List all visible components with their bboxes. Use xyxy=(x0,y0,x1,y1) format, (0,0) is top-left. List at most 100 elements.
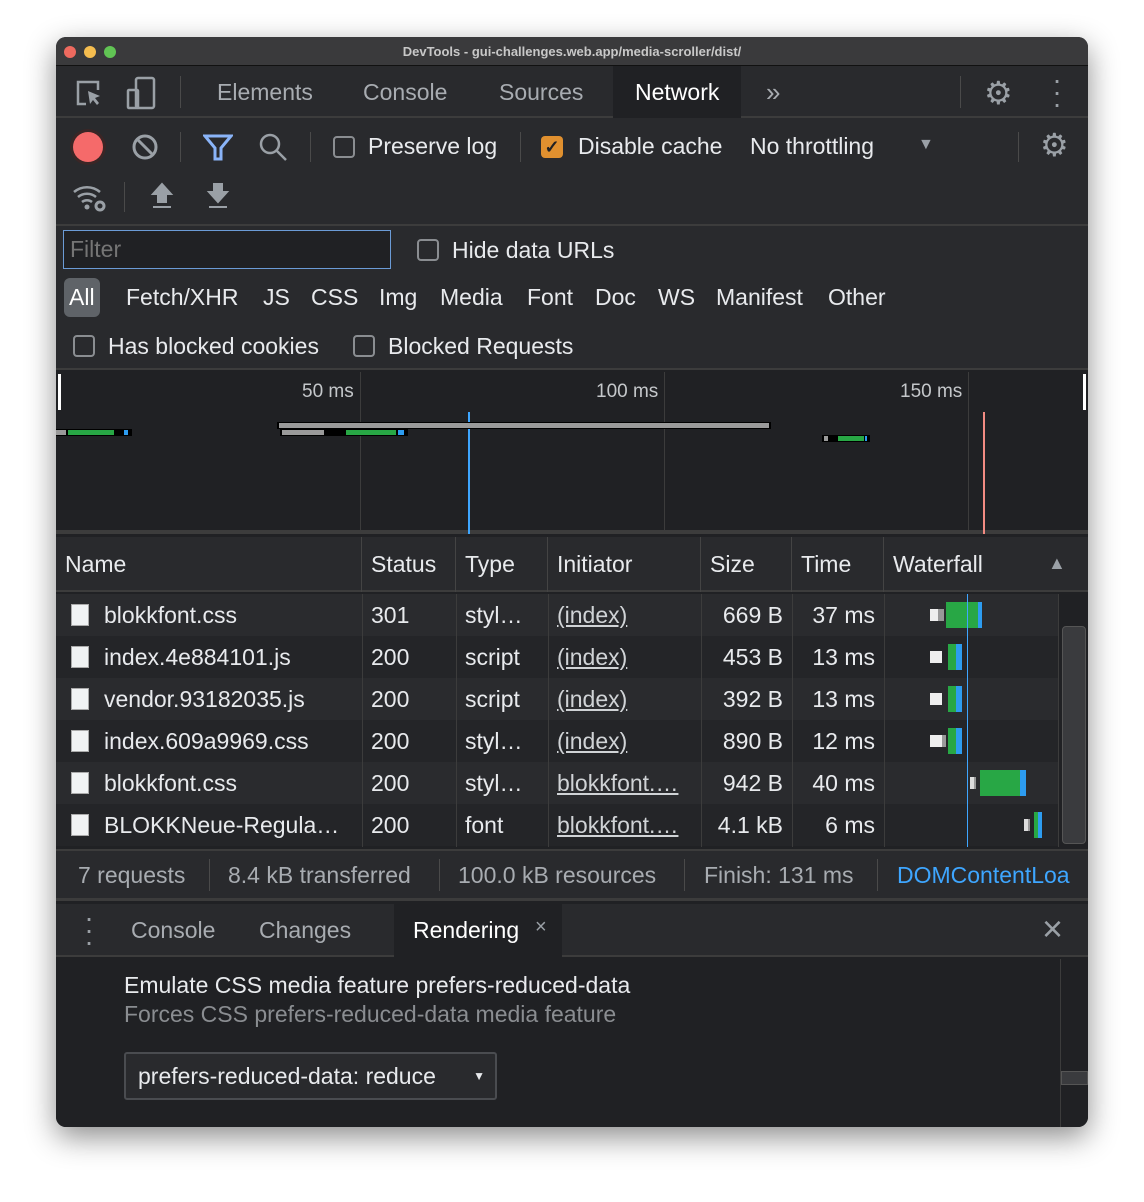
table-row[interactable]: index.4e884101.js 200 script (index) 453 B 13… xyxy=(56,636,1058,678)
summary-dom-content-loaded: DOMContentLoa xyxy=(897,862,1070,888)
settings-gear-icon[interactable]: ⚙ xyxy=(984,75,1013,111)
preserve-log-label: Preserve log xyxy=(368,133,498,159)
sort-ascending-icon[interactable]: ▲ xyxy=(1048,553,1066,573)
filter-type-js[interactable]: JS xyxy=(263,284,290,310)
cell-initiator[interactable]: (index) xyxy=(557,602,628,628)
waterfall-bar-segment xyxy=(930,735,942,747)
more-tabs-icon[interactable]: » xyxy=(766,77,781,107)
network-conditions-icon[interactable] xyxy=(72,182,108,212)
search-icon[interactable] xyxy=(258,132,288,162)
inspect-element-icon[interactable] xyxy=(74,78,104,108)
has-blocked-cookies-checkbox[interactable] xyxy=(73,335,95,357)
drawer-tab-rendering-label: Rendering xyxy=(413,917,520,943)
table-row[interactable]: vendor.93182035.js 200 script (index) 392 B 1… xyxy=(56,678,1058,720)
cell-name[interactable]: blokkfont.css xyxy=(104,770,237,796)
drawer-menu-icon[interactable]: · · · xyxy=(84,902,94,957)
waterfall-bar-segment xyxy=(930,651,942,663)
cell-initiator[interactable]: (index) xyxy=(557,644,628,670)
prefers-reduced-data-select[interactable]: prefers-reduced-data: reduce ▼ xyxy=(124,1052,497,1100)
network-settings-gear-icon[interactable]: ⚙ xyxy=(1040,127,1069,163)
scrollbar-thumb[interactable] xyxy=(1062,626,1086,844)
waterfall-bar-segment xyxy=(1034,812,1038,838)
cell-time: 40 ms xyxy=(812,770,875,796)
filter-icon[interactable] xyxy=(203,133,233,161)
filter-type-font[interactable]: Font xyxy=(527,284,574,310)
overview-left-handle[interactable] xyxy=(58,374,61,410)
table-row[interactable]: blokkfont.css 301 styl… (index) 669 B 37 ms xyxy=(56,594,1058,636)
filter-type-css[interactable]: CSS xyxy=(311,284,359,310)
waterfall-bar-segment xyxy=(970,777,974,789)
tab-network[interactable]: Network xyxy=(613,66,742,118)
preserve-log-checkbox[interactable] xyxy=(333,136,355,158)
cell-name[interactable]: index.609a9969.css xyxy=(104,728,309,754)
more-options-icon[interactable]: · · · xyxy=(1052,64,1062,119)
filter-type-fetch-xhr[interactable]: Fetch/XHR xyxy=(126,284,239,310)
scrollbar-track[interactable] xyxy=(1060,959,1061,1127)
filter-type-manifest[interactable]: Manifest xyxy=(716,284,803,310)
drawer-tab-console[interactable]: Console xyxy=(131,917,216,943)
cell-status: 200 xyxy=(371,770,410,796)
scrollbar-thumb[interactable] xyxy=(1061,1071,1088,1085)
tab-sources[interactable]: Sources xyxy=(499,79,584,105)
cell-status: 200 xyxy=(371,812,410,838)
cell-time: 37 ms xyxy=(812,602,875,628)
summary-resources: 100.0 kB resources xyxy=(458,862,657,888)
column-header-status[interactable]: Status xyxy=(362,537,456,592)
tab-elements[interactable]: Elements xyxy=(217,79,313,105)
filter-type-img[interactable]: Img xyxy=(379,284,418,310)
tab-console[interactable]: Console xyxy=(363,79,448,105)
throttling-dropdown-icon[interactable]: ▼ xyxy=(918,136,934,153)
table-row[interactable]: index.609a9969.css 200 styl… (index) 890 B 12… xyxy=(56,720,1058,762)
filter-type-doc[interactable]: Doc xyxy=(595,284,636,310)
import-har-icon[interactable] xyxy=(150,182,174,210)
table-row[interactable]: blokkfont.css 200 styl… blokkfont.… 942 B 40 … xyxy=(56,762,1058,804)
filter-type-all[interactable]: All xyxy=(64,278,100,317)
close-drawer-icon[interactable]: × xyxy=(1042,908,1064,949)
dom-content-loaded-marker xyxy=(468,412,470,534)
record-button[interactable] xyxy=(73,132,103,162)
cell-initiator[interactable]: (index) xyxy=(557,728,628,754)
drawer-tab-rendering[interactable]: Rendering × xyxy=(394,904,562,957)
table-row[interactable]: BLOKKNeue-Regula… 200 font blokkfont.… 4.1 k… xyxy=(56,804,1058,846)
timeline-overview[interactable]: 50 ms 100 ms 150 ms xyxy=(56,372,1088,534)
disable-cache-checkbox[interactable]: ✓ xyxy=(541,136,563,158)
cell-name[interactable]: index.4e884101.js xyxy=(104,644,291,670)
filter-type-ws[interactable]: WS xyxy=(658,284,696,310)
scrollbar-track[interactable] xyxy=(1058,594,1088,847)
filter-type-other[interactable]: Other xyxy=(828,284,886,310)
cell-time: 12 ms xyxy=(812,728,875,754)
column-header-name[interactable]: Name xyxy=(56,537,362,592)
clear-icon[interactable] xyxy=(131,133,159,161)
blocked-requests-label: Blocked Requests xyxy=(388,333,574,359)
overview-right-handle[interactable] xyxy=(1083,374,1086,410)
cell-size: 4.1 kB xyxy=(717,812,783,838)
filter-input[interactable] xyxy=(63,230,391,269)
cell-initiator[interactable]: blokkfont.… xyxy=(557,812,679,838)
file-icon xyxy=(71,646,89,668)
main-tab-bar: Elements Console Sources Network » ⚙ · · · xyxy=(56,66,1088,118)
device-toolbar-icon[interactable] xyxy=(126,76,158,110)
requests-table-body: blokkfont.css 301 styl… (index) 669 B 37 ms in… xyxy=(56,594,1088,847)
export-har-icon[interactable] xyxy=(206,182,230,210)
overview-request-bar xyxy=(280,429,408,436)
cell-name[interactable]: blokkfont.css xyxy=(104,602,237,628)
cell-name[interactable]: BLOKKNeue-Regula… xyxy=(104,812,340,838)
throttling-select[interactable]: No throttling xyxy=(750,133,875,159)
minimize-window-button[interactable] xyxy=(84,46,96,58)
column-header-initiator[interactable]: Initiator xyxy=(548,537,701,592)
column-header-type[interactable]: Type xyxy=(456,537,548,592)
hide-data-urls-checkbox[interactable] xyxy=(417,239,439,261)
cell-time: 6 ms xyxy=(825,812,875,838)
column-header-time[interactable]: Time xyxy=(792,537,884,592)
column-header-size[interactable]: Size xyxy=(701,537,792,592)
drawer-tab-changes[interactable]: Changes xyxy=(259,917,352,943)
column-header-waterfall[interactable]: Waterfall xyxy=(893,551,983,577)
blocked-requests-checkbox[interactable] xyxy=(353,335,375,357)
filter-type-media[interactable]: Media xyxy=(440,284,503,310)
cell-initiator[interactable]: blokkfont.… xyxy=(557,770,679,796)
cell-name[interactable]: vendor.93182035.js xyxy=(104,686,305,712)
close-tab-icon[interactable]: × xyxy=(535,916,547,938)
cell-initiator[interactable]: (index) xyxy=(557,686,628,712)
maximize-window-button[interactable] xyxy=(104,46,116,58)
close-window-button[interactable] xyxy=(64,46,76,58)
